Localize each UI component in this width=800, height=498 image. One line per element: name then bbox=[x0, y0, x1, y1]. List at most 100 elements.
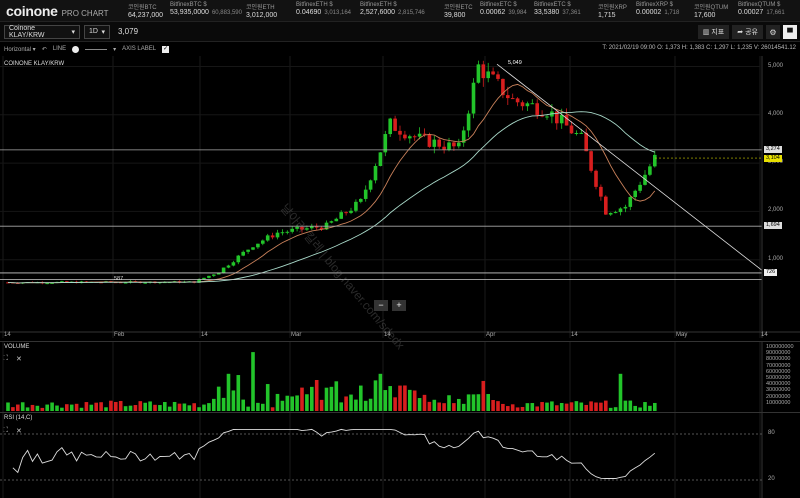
ticker-item[interactable]: BitfinexQTUM $0.00027 17,661 bbox=[738, 2, 785, 16]
candle-body bbox=[388, 118, 392, 135]
volume-bar bbox=[510, 404, 515, 411]
ticker-name: BitfinexETC $ bbox=[480, 2, 517, 8]
volume-bar bbox=[246, 406, 250, 411]
volume-bar bbox=[295, 395, 299, 411]
undo-icon[interactable]: ↶ bbox=[41, 46, 47, 53]
volume-bar bbox=[408, 389, 412, 411]
volume-bar bbox=[422, 394, 427, 411]
volume-bar bbox=[305, 394, 309, 411]
volume-bar bbox=[349, 394, 353, 411]
volume-bar bbox=[574, 401, 579, 411]
ticker-name: 코인원ETC bbox=[444, 5, 473, 11]
market-select[interactable]: Coinone KLAY/KRW ▾ bbox=[4, 24, 80, 39]
ticker-item[interactable]: BitfinexXRP $0.00002 1,718 bbox=[636, 2, 679, 16]
candle-body bbox=[226, 265, 231, 268]
chevron-down-icon[interactable]: ▾ bbox=[113, 46, 117, 53]
volume-bar bbox=[314, 380, 319, 411]
trend-line bbox=[496, 63, 763, 271]
logo[interactable]: coinone PRO CHART bbox=[0, 3, 118, 19]
candle-body bbox=[334, 218, 339, 222]
volume-axis-tick: 10000000 bbox=[766, 399, 791, 406]
ticker-name: BitfinexBTC $ bbox=[170, 2, 207, 8]
share-button[interactable]: ➦ 공유 bbox=[732, 25, 763, 39]
zoom-in-button[interactable]: + bbox=[392, 300, 406, 311]
price-chart[interactable] bbox=[0, 56, 800, 338]
tool-label: Horizontal bbox=[4, 46, 32, 53]
volume-bar bbox=[638, 407, 642, 411]
candle-body bbox=[216, 272, 221, 275]
candle-body bbox=[319, 227, 324, 230]
volume-bar bbox=[608, 407, 613, 411]
ticker-value: 2,527,6000 2,815,746 bbox=[360, 9, 425, 16]
settings-button[interactable]: ⚙ bbox=[766, 25, 780, 39]
color-picker[interactable] bbox=[72, 45, 80, 53]
line-style-picker[interactable] bbox=[85, 48, 108, 50]
ticker-item[interactable]: 코인원BTC 64,237,000 bbox=[128, 2, 163, 19]
expand-icon[interactable]: ⛶ bbox=[3, 355, 8, 362]
volume-bar bbox=[599, 402, 603, 411]
ticker-value: 39,800 bbox=[444, 12, 466, 19]
price-axis-tick: 5,000 bbox=[768, 62, 784, 69]
volume-chart[interactable] bbox=[0, 341, 800, 413]
axis-label-checkbox[interactable]: ✓ bbox=[162, 45, 170, 53]
volume-bar bbox=[623, 400, 628, 411]
ticker-item[interactable]: BitfinexBTC $53,935,0000 60,883,590 bbox=[170, 2, 242, 16]
volume-bar bbox=[378, 373, 383, 411]
ticker-name: 코인원XRP bbox=[598, 5, 627, 11]
volume-bar bbox=[231, 390, 236, 411]
drawing-tool-select[interactable]: Horizontal ▾ bbox=[4, 46, 36, 53]
chat-button[interactable]: ▀ bbox=[783, 25, 797, 39]
volume-bar bbox=[403, 385, 407, 411]
market-select-label: Coinone KLAY/KRW bbox=[9, 24, 45, 39]
volume-bar bbox=[359, 385, 363, 411]
ticker-item[interactable]: BitfinexETC $0.00062 39,984 bbox=[480, 2, 527, 16]
rsi-chart[interactable] bbox=[0, 412, 800, 498]
volume-bar bbox=[643, 402, 647, 411]
close-icon[interactable]: ✕ bbox=[16, 356, 22, 363]
candle-body bbox=[408, 136, 412, 139]
ticker-item[interactable]: 코인원ETH 3,012,000 bbox=[246, 2, 277, 19]
ticker-item[interactable]: BitfinexETH $2,527,6000 2,815,746 bbox=[360, 2, 425, 16]
indicator-button[interactable]: ▥ 지표 bbox=[697, 25, 730, 39]
ticker-item[interactable]: BitfinexETH $0.04690 3,013,164 bbox=[296, 2, 351, 16]
candle-body bbox=[359, 198, 363, 202]
ticker-converted-value: 1,718 bbox=[664, 10, 680, 16]
ticker-name: BitfinexETH $ bbox=[296, 2, 333, 8]
volume-bar bbox=[16, 404, 20, 411]
interval-select[interactable]: 1D ▾ bbox=[84, 24, 110, 39]
candle-body bbox=[584, 132, 588, 152]
candle-body bbox=[481, 64, 486, 79]
volume-axis-tick: 60000000 bbox=[766, 368, 791, 375]
volume-bar bbox=[202, 404, 206, 411]
candle-body bbox=[314, 226, 319, 228]
volume-bar bbox=[197, 407, 201, 411]
volume-bar bbox=[11, 407, 15, 411]
volume-bar bbox=[94, 402, 98, 411]
volume-axis-tick: 80000000 bbox=[766, 356, 791, 363]
ticker-item[interactable]: 코인원ETC 39,800 bbox=[444, 2, 473, 19]
volume-bar bbox=[628, 400, 633, 411]
volume-bar bbox=[221, 397, 226, 411]
zoom-out-button[interactable]: − bbox=[374, 300, 388, 311]
volume-bar bbox=[604, 400, 608, 411]
ticker-item[interactable]: 코인원XRP 1,715 bbox=[598, 2, 627, 19]
close-icon[interactable]: ✕ bbox=[16, 428, 22, 435]
volume-bar bbox=[275, 393, 280, 411]
volume-bar bbox=[192, 403, 196, 411]
candle-body bbox=[520, 102, 525, 107]
candle-body bbox=[486, 71, 490, 79]
candle-body bbox=[633, 190, 637, 198]
volume-bar bbox=[216, 386, 221, 411]
volume-bar bbox=[99, 402, 103, 411]
volume-bar bbox=[412, 390, 417, 411]
volume-bar bbox=[79, 407, 84, 411]
volume-bar bbox=[172, 401, 177, 411]
ticker-item[interactable]: BitfinexETC $33,5380 37,361 bbox=[534, 2, 581, 16]
expand-icon[interactable]: ⛶ bbox=[3, 427, 8, 434]
ticker-item[interactable]: 코인원QTUM 17,600 bbox=[694, 2, 728, 19]
volume-bar bbox=[109, 400, 113, 411]
volume-bar bbox=[226, 373, 231, 411]
volume-bar bbox=[241, 399, 245, 411]
candle-body bbox=[65, 281, 69, 283]
candle-body bbox=[123, 282, 128, 284]
